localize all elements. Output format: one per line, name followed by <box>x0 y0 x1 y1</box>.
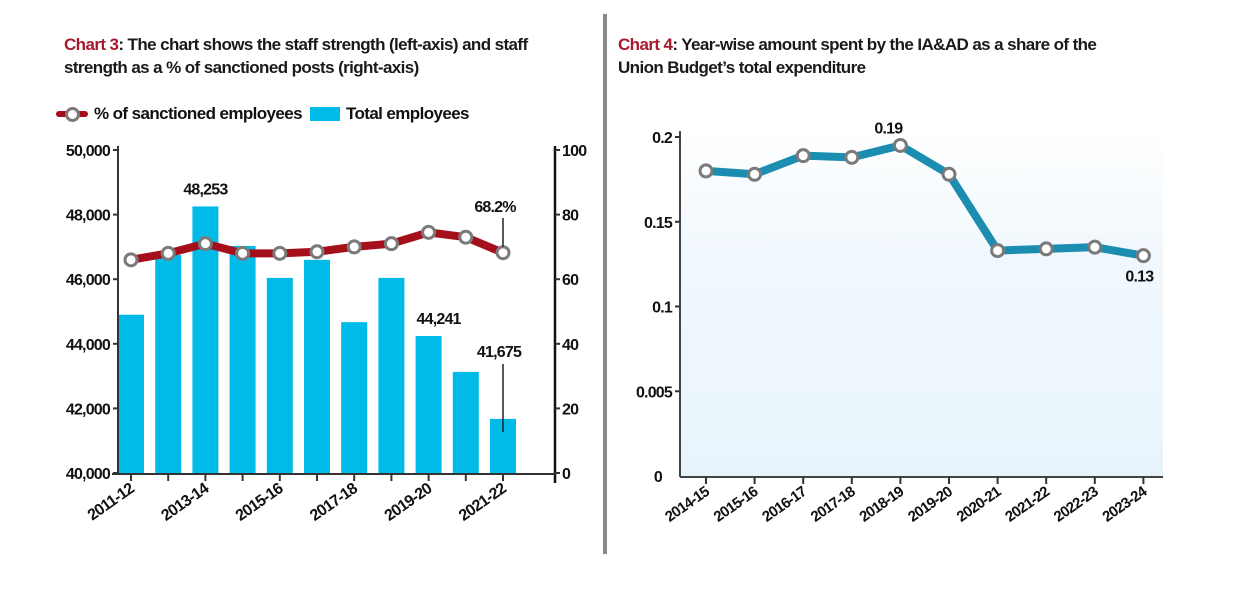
data-label: 48,253 <box>183 181 228 198</box>
line-point-marker <box>309 244 325 260</box>
x-tick-label: 2018-19 <box>856 483 907 526</box>
right-tick-label: 80 <box>562 208 579 225</box>
right-tick-label: 20 <box>562 401 579 418</box>
line-point-marker <box>383 236 399 252</box>
data-label: 41,675 <box>477 344 522 361</box>
data-label: 44,241 <box>417 311 462 328</box>
chart3-title: Chart 3: The chart shows the staff stren… <box>64 33 564 79</box>
x-tick-label: 2011-12 <box>85 480 138 524</box>
x-tick-label: 2017-18 <box>808 483 859 526</box>
line-point-marker <box>160 245 176 261</box>
bar-total-employees <box>155 254 182 473</box>
line-point-marker <box>1038 241 1054 257</box>
line-point-marker <box>197 236 213 252</box>
line-point-marker <box>346 239 362 255</box>
bar-total-employees <box>118 314 144 473</box>
bar-total-employees <box>378 277 405 473</box>
line-point-marker <box>1087 239 1103 255</box>
x-tick-label: 2021-22 <box>1002 483 1053 526</box>
chart3-title-text: : The chart shows the staff strength (le… <box>64 35 528 77</box>
line-point-marker <box>844 149 860 165</box>
line-point-marker <box>458 229 474 245</box>
line-point-marker <box>495 245 511 261</box>
x-tick-label: 2022-23 <box>1051 483 1102 526</box>
legend-line-marker-icon <box>56 104 88 124</box>
x-tick-label: 2020-21 <box>954 483 1005 526</box>
left-tick-label: 42,000 <box>66 401 111 418</box>
x-tick-label: 2019-20 <box>382 480 436 525</box>
x-tick-label: 2014-15 <box>662 483 713 526</box>
left-tick-label: 40,000 <box>66 466 111 483</box>
line-point-marker <box>1135 248 1151 264</box>
chart4-title-lead: Chart 4 <box>618 35 673 54</box>
plot-area-background <box>680 127 1163 476</box>
x-tick-label: 2015-16 <box>711 483 762 526</box>
line-point-marker <box>941 166 957 182</box>
line-point-marker <box>272 245 288 261</box>
y-tick-label: 0.2 <box>652 130 673 147</box>
y-tick-label: 0 <box>654 469 663 486</box>
left-tick-label: 50,000 <box>66 143 111 160</box>
x-tick-label: 2021-22 <box>456 480 510 525</box>
line-point-marker <box>747 166 763 182</box>
left-tick-label: 46,000 <box>66 272 111 289</box>
line-point-marker <box>990 243 1006 259</box>
right-tick-label: 0 <box>562 466 571 483</box>
legend-label-total: Total employees <box>345 104 470 123</box>
chart4-title: Chart 4: Year-wise amount spent by the I… <box>618 33 1138 79</box>
bar-total-employees <box>341 322 368 473</box>
x-tick-label: 2013-14 <box>158 480 212 525</box>
chart3-legend: % of sanctioned employees Total employee… <box>56 104 470 124</box>
data-label: 0.13 <box>1125 269 1154 286</box>
x-tick-label: 2015-16 <box>233 480 287 525</box>
left-tick-label: 48,000 <box>66 208 111 225</box>
line-budget-share <box>705 141 1145 260</box>
bar-total-employees <box>452 371 479 473</box>
bar-total-employees <box>304 259 330 473</box>
bar-total-employees <box>229 245 256 473</box>
data-label: 68.2% <box>474 199 516 216</box>
right-tick-label: 100 <box>562 143 587 160</box>
x-tick-label: 2017-18 <box>307 480 361 525</box>
chart4-title-text: : Year-wise amount spent by the IA&AD as… <box>618 35 1097 77</box>
line-point-marker <box>235 245 251 261</box>
data-label: 0.19 <box>874 120 903 137</box>
left-tick-label: 44,000 <box>66 337 111 354</box>
x-tick-label: 2023-24 <box>1099 483 1150 526</box>
y-tick-label: 0.1 <box>652 300 673 317</box>
bar-total-employees <box>266 277 293 473</box>
panel-divider <box>603 14 607 554</box>
line-point-marker <box>123 252 139 268</box>
y-tick-label: 0.15 <box>644 215 673 232</box>
right-tick-label: 60 <box>562 272 579 289</box>
legend-label-percent: % of sanctioned employees <box>94 104 303 123</box>
chart3-title-lead: Chart 3 <box>64 35 119 54</box>
line-point-marker <box>892 137 908 153</box>
y-tick-label: 0.005 <box>636 384 673 401</box>
x-tick-label: 2016-17 <box>759 483 810 526</box>
x-tick-label: 2019-20 <box>905 483 956 526</box>
bar-total-employees <box>415 336 442 473</box>
line-point-marker <box>698 163 714 179</box>
right-tick-label: 40 <box>562 337 579 354</box>
line-point-marker <box>795 148 811 164</box>
legend-bar-swatch-icon <box>309 107 340 121</box>
line-point-marker <box>421 224 437 240</box>
